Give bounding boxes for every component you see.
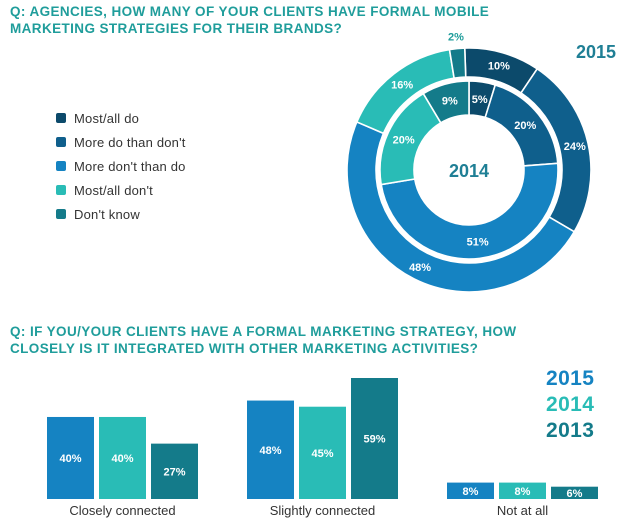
legend-swatch — [56, 113, 66, 123]
donut-label-2014-most-all-don-t: 20% — [393, 135, 415, 147]
legend-item-most-all-do: Most/all do — [56, 106, 186, 130]
bar-closely-connected-2015 — [47, 416, 94, 499]
donut-label-2014-most-all-do: 5% — [472, 94, 488, 106]
bar-slightly-connected-2014 — [299, 406, 346, 499]
bar-title-line-2: CLOSELY IS IT INTEGRATED WITH OTHER MARK… — [10, 341, 479, 356]
bar-chart: 40% 40% 27% Closely connected 48% 45% 59% Sligh… — [47, 378, 598, 518]
donut-label-2015-more-don-t-than-do: 48% — [409, 262, 431, 274]
legend-item-dont-know: Don't know — [56, 202, 186, 226]
legend-label: More do than don't — [74, 134, 186, 150]
bar-label-slightly-connected-2014: 45% — [311, 448, 333, 460]
bar-label-closely-connected-2015: 40% — [59, 453, 81, 465]
bar-label-not-at-all-2013: 6% — [567, 488, 583, 500]
legend-item-more-do: More do than don't — [56, 130, 186, 154]
bar-chart-title: Q: IF YOU/YOUR CLIENTS HAVE A FORMAL MAR… — [10, 323, 517, 357]
bar-not-at-all-2014 — [499, 482, 546, 499]
donut-year-inner: 2014 — [449, 161, 489, 181]
bar-label-not-at-all-2015: 8% — [463, 486, 479, 498]
bar-slightly-connected-2013 — [351, 378, 398, 499]
bar-legend: 2015 2014 2013 — [546, 366, 594, 444]
donut-slice-2014-don-t-know — [422, 80, 470, 124]
bar-slightly-connected-2015 — [247, 400, 294, 499]
legend-swatch — [56, 161, 66, 171]
bar-closely-connected-2013 — [151, 443, 198, 499]
bar-not-at-all-2013 — [551, 486, 598, 499]
donut-label-2015-most-all-don-t: 16% — [391, 80, 413, 92]
bar-label-slightly-connected-2013: 59% — [363, 434, 385, 446]
bar-title-line-1: Q: IF YOU/YOUR CLIENTS HAVE A FORMAL MAR… — [10, 324, 517, 339]
legend-label: Don't know — [74, 206, 140, 222]
bar-label-closely-connected-2014: 40% — [111, 453, 133, 465]
legend-swatch — [56, 185, 66, 195]
bar-closely-connected-2014 — [99, 416, 146, 499]
donut-label-2014-don-t-know: 9% — [442, 96, 458, 108]
bar-label-closely-connected-2013: 27% — [163, 466, 185, 478]
legend-swatch — [56, 209, 66, 219]
donut-title-line-2: MARKETING STRATEGIES FOR THEIR BRANDS? — [10, 21, 343, 36]
legend-year-2015: 2015 — [546, 367, 595, 390]
legend-label: Most/all do — [74, 110, 140, 126]
donut-slice-2015-don-t-know — [448, 47, 467, 80]
legend-label: More don't than do — [74, 158, 186, 174]
donut-chart: 10% 24% 48% 16% 2% 5% 20% 51% 20% 9% 2014 2015 — [346, 32, 616, 293]
legend-year-2014: 2014 — [546, 393, 595, 416]
legend-swatch — [56, 137, 66, 147]
donut-label-2015-don-t-know: 2% — [448, 32, 464, 44]
donut-chart-title: Q: AGENCIES, HOW MANY OF YOUR CLIENTS HA… — [10, 3, 489, 37]
donut-legend: Most/all do More do than don't More don'… — [56, 106, 186, 226]
bar-label-slightly-connected-2015: 48% — [259, 445, 281, 457]
donut-label-2014-more-don-t-than-do: 51% — [467, 236, 489, 248]
donut-label-2015-most-all-do: 10% — [488, 61, 510, 73]
bar-category-label-not-at-all: Not at all — [497, 503, 548, 518]
donut-slice-2015-more-don-t-than-do — [346, 120, 576, 293]
bar-label-not-at-all-2014: 8% — [515, 486, 531, 498]
legend-item-more-dont: More don't than do — [56, 154, 186, 178]
donut-year-outer: 2015 — [576, 42, 616, 62]
legend-item-most-all-dont: Most/all don't — [56, 178, 186, 202]
donut-slice-2014-more-don-t-than-do — [380, 162, 559, 260]
donut-title-line-1: Q: AGENCIES, HOW MANY OF YOUR CLIENTS HA… — [10, 4, 490, 19]
donut-label-2015-more-do-than-don-t: 24% — [564, 141, 586, 153]
legend-year-2013: 2013 — [546, 419, 595, 442]
legend-label: Most/all don't — [74, 182, 153, 198]
bar-not-at-all-2015 — [447, 482, 494, 499]
donut-label-2014-more-do-than-don-t: 20% — [514, 120, 536, 132]
bar-category-label-slightly-connected: Slightly connected — [270, 503, 376, 518]
bar-category-label-closely-connected: Closely connected — [69, 503, 175, 518]
